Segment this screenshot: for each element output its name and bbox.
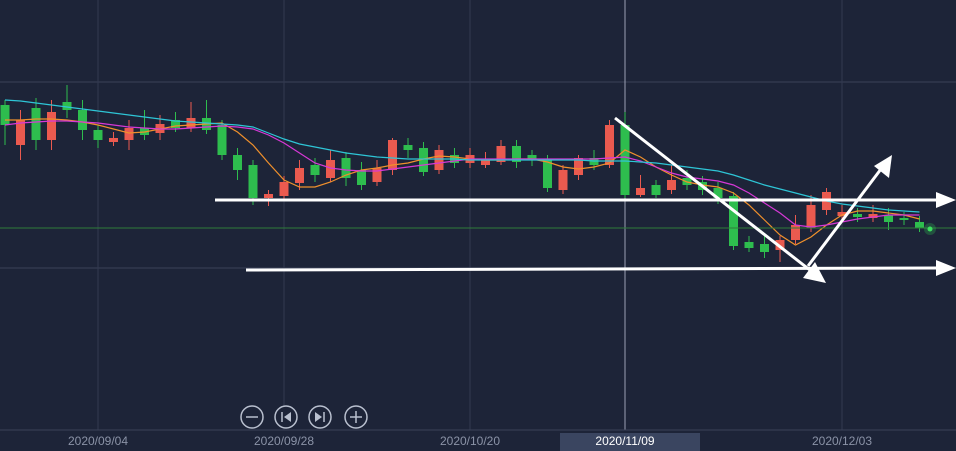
arrow-head	[936, 260, 956, 276]
candle-body	[0, 105, 10, 125]
candle-body	[419, 148, 428, 172]
candle-body	[884, 215, 893, 222]
zoom-out-button[interactable]	[240, 405, 264, 429]
x-tick-label: 2020/12/03	[812, 434, 872, 448]
candle-body	[310, 165, 320, 175]
x-tick-label: 2020/11/09	[595, 434, 654, 448]
candle-body	[636, 188, 645, 195]
candle-body	[853, 214, 862, 217]
candle-body	[279, 182, 289, 196]
arrow-line	[245, 266, 941, 272]
forward-button[interactable]	[308, 405, 332, 429]
candle-body	[78, 110, 87, 130]
arrow-line	[806, 164, 886, 267]
plot	[0, 0, 924, 430]
moving-average-line	[4, 99, 920, 213]
candle-body	[62, 102, 72, 110]
candle-body	[248, 165, 258, 198]
arrow-line	[614, 116, 816, 276]
candle-body	[31, 108, 41, 140]
crosshair-label-box	[560, 433, 700, 451]
candle-body	[434, 150, 444, 170]
candle-body	[667, 180, 676, 190]
candle-body	[543, 160, 552, 188]
candle-body	[651, 185, 661, 195]
last-price-dot	[927, 226, 933, 232]
zoom-in-button[interactable]	[344, 405, 368, 429]
candle-body	[481, 160, 490, 165]
candle-body	[171, 120, 180, 128]
candle-body	[372, 168, 382, 182]
annotations	[215, 116, 956, 283]
candle-body	[527, 155, 537, 160]
candle-body	[124, 128, 134, 140]
candle-body	[729, 196, 738, 246]
candle-body	[264, 194, 273, 198]
toolbar	[240, 405, 368, 429]
x-axis: 2020/09/04 2020/09/28 2020/10/20 2020/11/09…	[68, 433, 872, 451]
candle-body	[837, 212, 847, 216]
candle-body	[217, 125, 227, 155]
candle-body	[806, 205, 816, 228]
moving-average-line	[5, 118, 920, 246]
candle-body	[558, 170, 568, 190]
candle-body	[868, 214, 878, 218]
x-tick-label: 2020/09/04	[68, 434, 128, 448]
candle-body	[326, 160, 335, 178]
candle-body	[341, 158, 351, 178]
candle-body	[605, 125, 614, 165]
candle-body	[186, 118, 196, 128]
candle-body	[233, 155, 242, 170]
candle-body	[899, 218, 909, 220]
back-button[interactable]	[274, 405, 298, 429]
candle-body	[295, 168, 304, 183]
candle-body	[574, 158, 583, 175]
arrow-head	[936, 192, 956, 208]
candle-body	[496, 146, 506, 162]
x-tick-label: 2020/09/28	[254, 434, 314, 448]
x-tick-label: 2020/10/20	[440, 434, 500, 448]
candle-body	[109, 138, 118, 142]
candle-body	[47, 112, 56, 140]
candle-body	[915, 222, 924, 228]
candle-body	[791, 225, 800, 240]
candle-body	[512, 146, 521, 162]
candle-body	[357, 170, 366, 185]
candle-body	[744, 242, 754, 248]
arrow-head	[803, 262, 826, 283]
candle-body	[713, 188, 723, 198]
candle-body	[93, 130, 103, 140]
candle-body	[403, 145, 413, 150]
candle-body	[760, 244, 769, 252]
candle-body	[388, 140, 397, 170]
candle-body	[16, 120, 25, 145]
arrow-head	[874, 155, 892, 178]
candle-body	[620, 125, 630, 195]
